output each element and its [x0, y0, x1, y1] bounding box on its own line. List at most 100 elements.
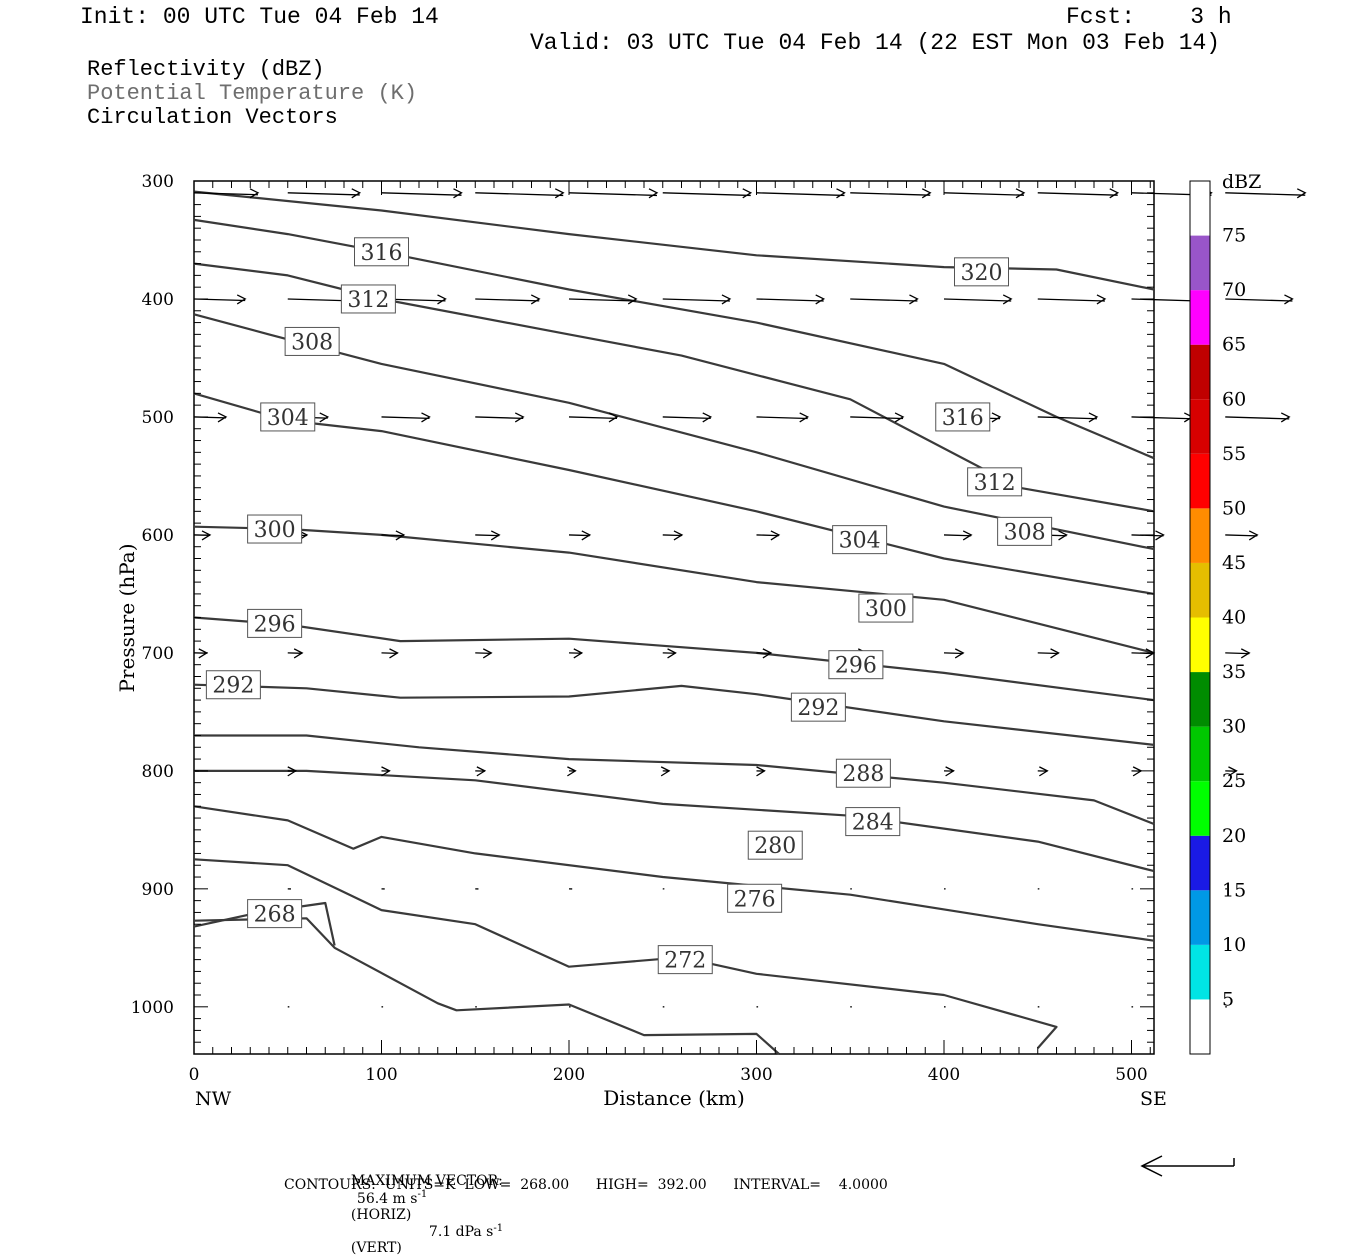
- circulation-vector-head: [1003, 295, 1011, 304]
- colorbar-label: 15: [1222, 879, 1246, 901]
- circulation-vector: [382, 417, 430, 418]
- circulation-vector-head: [237, 295, 245, 304]
- colorbar-label: 65: [1222, 334, 1246, 356]
- colorbar-bin: [1190, 181, 1210, 236]
- circulation-vector-head: [352, 189, 360, 198]
- circulation-vector: [569, 535, 590, 536]
- vert-exponent: -1: [493, 1223, 503, 1234]
- max-vector-line: MAXIMUM VECTOR: 56.4 m s-1 (HORIZ) 7.1 d…: [342, 1157, 503, 1256]
- circulation-vector: [475, 299, 539, 301]
- contour-label: 308: [1004, 520, 1046, 545]
- circulation-vector: [382, 535, 404, 536]
- circulation-vector: [757, 299, 824, 301]
- colorbar-bin: [1190, 781, 1210, 836]
- colorbar-label: 75: [1222, 225, 1246, 247]
- max-vector-horiz-tag: (HORIZ): [351, 1207, 411, 1223]
- circulation-vector: [663, 535, 682, 536]
- circulation-vector: [569, 193, 657, 196]
- colorbar-bin: [1190, 945, 1210, 1000]
- circulation-vector: [288, 193, 360, 195]
- circulation-vector-head: [743, 189, 751, 198]
- colorbar-bin: [1190, 290, 1210, 345]
- circulation-vector-head: [1089, 413, 1097, 422]
- y-tick-label: 600: [142, 526, 174, 546]
- colorbar-bin: [1190, 618, 1210, 673]
- circulation-vector-head: [992, 413, 1000, 422]
- circulation-vector-head: [454, 189, 462, 198]
- y-tick-label: 700: [142, 644, 174, 664]
- max-vector-arrow: [1142, 1156, 1234, 1176]
- colorbar-label: 45: [1222, 552, 1246, 574]
- contour-label: 300: [254, 518, 296, 543]
- circulation-vector: [382, 193, 462, 195]
- circulation-vector-head: [816, 295, 824, 304]
- x-axis-title: Distance (km): [603, 1086, 745, 1110]
- circulation-vector: [663, 417, 711, 418]
- colorbar-bin: [1190, 836, 1210, 891]
- circulation-vector: [1225, 653, 1249, 654]
- max-vector-horiz: 56.4 m s: [357, 1191, 418, 1207]
- colorbar-bin: [1190, 236, 1210, 291]
- circulation-vector: [757, 193, 845, 196]
- colorbar-label: 70: [1222, 279, 1246, 301]
- x-tick-label: 300: [740, 1065, 772, 1085]
- contour-label: 308: [291, 330, 333, 355]
- contour-288: [194, 736, 1154, 825]
- colorbar-label: 25: [1222, 770, 1246, 792]
- contour-label: 276: [734, 887, 776, 912]
- colorbar-bin: [1190, 890, 1210, 945]
- circulation-vector-head: [1297, 189, 1305, 198]
- colorbar-label: 60: [1222, 388, 1246, 410]
- circulation-vector: [1225, 417, 1289, 419]
- contour-label: 280: [754, 834, 796, 859]
- circulation-vector: [850, 193, 930, 195]
- circulation-vector: [475, 193, 563, 196]
- contour-284: [194, 771, 1154, 871]
- circulation-vector: [1038, 653, 1059, 654]
- circulation-vector: [1038, 193, 1118, 195]
- circulation-vector-head: [649, 189, 657, 198]
- colorbar-bin: [1190, 563, 1210, 618]
- circulation-vector: [569, 417, 617, 418]
- contour-label: 288: [842, 762, 884, 787]
- colorbar-bin: [1190, 727, 1210, 782]
- colorbar-title: dBZ: [1222, 171, 1261, 193]
- y-tick-label: 400: [142, 290, 174, 310]
- colorbar-bin: [1190, 672, 1210, 727]
- x-tick-label: 0: [189, 1065, 200, 1085]
- contour-272: [194, 918, 779, 1054]
- x-end-label-right: SE: [1140, 1088, 1167, 1110]
- circulation-vector: [1225, 535, 1257, 536]
- circulation-vector-head: [922, 189, 930, 198]
- x-tick-label: 400: [928, 1065, 960, 1085]
- x-tick-label: 500: [1115, 1065, 1147, 1085]
- contour-label: 292: [212, 674, 254, 699]
- contour-label: 296: [254, 612, 296, 637]
- x-tick-label: 100: [365, 1065, 397, 1085]
- contour-label: 316: [942, 406, 984, 431]
- colorbar-bin: [1190, 454, 1210, 509]
- colorbar-label: 55: [1222, 443, 1246, 465]
- circulation-vector: [663, 299, 730, 301]
- y-tick-label: 300: [142, 172, 174, 192]
- contour-label: 316: [361, 241, 403, 266]
- circulation-vector: [944, 653, 963, 654]
- x-end-label-left: NW: [195, 1088, 232, 1110]
- circulation-vector-head: [515, 413, 523, 422]
- circulation-vector: [1225, 193, 1305, 195]
- contour-label: 284: [852, 811, 894, 836]
- circulation-vector: [944, 535, 971, 536]
- circulation-vector-head: [555, 189, 563, 198]
- contour-label: 304: [267, 406, 309, 431]
- circulation-vector-head: [837, 189, 845, 198]
- contour-label: 268: [254, 903, 296, 928]
- y-tick-label: 500: [142, 408, 174, 428]
- contour-info: CONTOURS: UNITS=K LOW= 268.00 HIGH= 392.…: [284, 1177, 888, 1193]
- y-tick-label: 1000: [131, 998, 174, 1018]
- contour-label: 296: [835, 654, 877, 679]
- colorbar-bin: [1190, 345, 1210, 400]
- colorbar-bin: [1190, 508, 1210, 563]
- circulation-vector-head: [422, 413, 430, 422]
- circulation-vector: [757, 535, 779, 536]
